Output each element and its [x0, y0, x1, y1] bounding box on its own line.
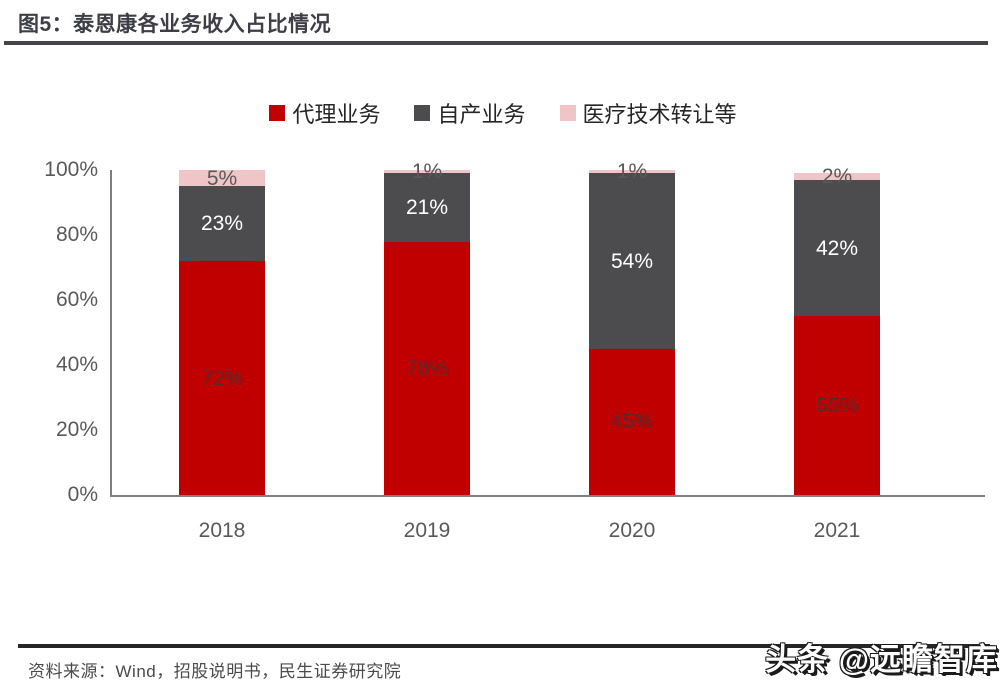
bar-value-label: 72% — [200, 366, 244, 390]
footer-divider — [18, 644, 990, 648]
y-axis-tick-label: 20% — [55, 418, 98, 441]
bar-value-label: 45% — [610, 410, 654, 434]
legend-label: 代理业务 — [292, 102, 381, 127]
chart-legend: 代理业务 自产业务 医疗技术转让等 — [0, 97, 1006, 129]
stacked-bar-2019: 78% 21% 1% — [384, 161, 470, 495]
bar-segment: 54% — [589, 173, 675, 349]
y-axis-tick-label: 100% — [44, 158, 98, 181]
legend-swatch-icon — [559, 105, 576, 121]
y-axis-tick-label: 0% — [67, 483, 98, 506]
legend-label: 医疗技术转让等 — [582, 102, 737, 127]
bar-segment: 55% — [794, 316, 880, 495]
bar-value-label: 21% — [405, 195, 449, 219]
stacked-bar-2021: 55% 42% 2% — [794, 166, 880, 495]
legend-swatch-icon — [269, 105, 286, 121]
title-divider — [4, 41, 988, 45]
bar-segment: 2% — [794, 166, 880, 187]
bar-segment: 1% — [384, 161, 470, 182]
bar-value-label: 1% — [411, 160, 443, 184]
bar-value-label: 42% — [815, 236, 859, 260]
bar-value-label: 78% — [405, 356, 449, 380]
bar-value-label: 5% — [206, 166, 238, 190]
stacked-bar-2018: 72% 23% 5% — [179, 166, 265, 495]
bar-segment: 78% — [384, 241, 470, 495]
legend-item-agency: 代理业务 — [269, 97, 380, 129]
x-axis-tick-label: 2019 — [403, 519, 451, 542]
legend-item-self-produced: 自产业务 — [414, 97, 526, 129]
bar-value-label: 54% — [610, 249, 654, 273]
bar-value-label: 1% — [616, 160, 648, 184]
legend-swatch-icon — [414, 105, 431, 121]
source-note: 资料来源：Wind，招股说明书，民生证券研究院 — [28, 662, 402, 681]
bar-segment: 72% — [179, 261, 265, 495]
y-axis-tick-label: 80% — [55, 223, 98, 246]
watermark-logo: 头条 @远瞻智库 — [765, 642, 998, 677]
bar-segment: 1% — [589, 161, 675, 182]
bar-value-label: 55% — [815, 394, 859, 418]
x-axis-tick-label: 2020 — [608, 519, 656, 542]
bar-value-label: 23% — [200, 212, 244, 236]
bar-segment: 21% — [384, 173, 470, 242]
y-axis-tick-label: 40% — [55, 353, 98, 376]
plot-area: 72% 23% 5% 78% 21% 1% 45% 54% 1% 55% 42% 2% — [110, 161, 985, 497]
bar-value-label: 2% — [821, 165, 853, 188]
bar-segment: 42% — [794, 179, 880, 317]
legend-item-tech-transfer: 医疗技术转让等 — [559, 97, 737, 129]
bar-segment: 5% — [179, 166, 265, 190]
legend-label: 自产业务 — [437, 102, 526, 127]
x-axis-tick-label: 2018 — [198, 519, 246, 542]
y-axis-tick-label: 60% — [55, 288, 98, 311]
bar-segment: 45% — [589, 348, 675, 495]
bar-segment: 23% — [179, 186, 265, 261]
x-axis-tick-label: 2021 — [813, 519, 861, 542]
stacked-bar-2020: 45% 54% 1% — [589, 161, 675, 495]
figure-title: 图5：泰恩康各业务收入占比情况 — [18, 13, 332, 36]
